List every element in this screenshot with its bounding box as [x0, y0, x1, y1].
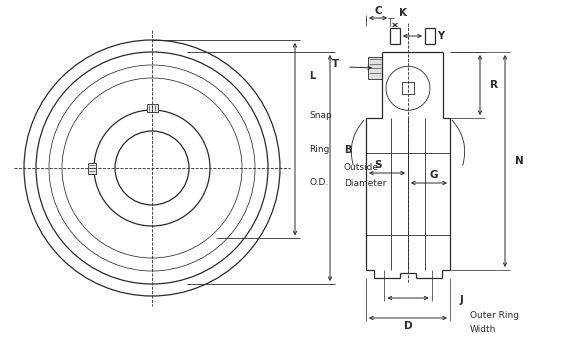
- Text: O.D.: O.D.: [309, 178, 328, 187]
- Bar: [368, 57, 382, 79]
- Text: K: K: [399, 8, 407, 18]
- Text: B: B: [344, 145, 352, 155]
- Text: Outer Ring: Outer Ring: [470, 310, 519, 319]
- Text: Outside: Outside: [344, 163, 379, 173]
- Text: Ring: Ring: [309, 145, 329, 154]
- Text: R: R: [490, 80, 498, 90]
- Text: D: D: [404, 321, 412, 331]
- Bar: [402, 82, 414, 94]
- Bar: [147, 104, 157, 112]
- Bar: [88, 162, 96, 174]
- Text: Y: Y: [437, 31, 444, 41]
- Text: N: N: [515, 156, 524, 166]
- Text: S: S: [374, 160, 382, 170]
- Text: Width: Width: [470, 325, 497, 334]
- Text: Snap: Snap: [309, 111, 332, 120]
- Text: C: C: [374, 6, 382, 16]
- Text: T: T: [332, 59, 339, 69]
- Text: L: L: [309, 71, 315, 81]
- Text: G: G: [430, 170, 438, 180]
- Text: Diameter: Diameter: [344, 180, 386, 188]
- Text: J: J: [460, 295, 464, 305]
